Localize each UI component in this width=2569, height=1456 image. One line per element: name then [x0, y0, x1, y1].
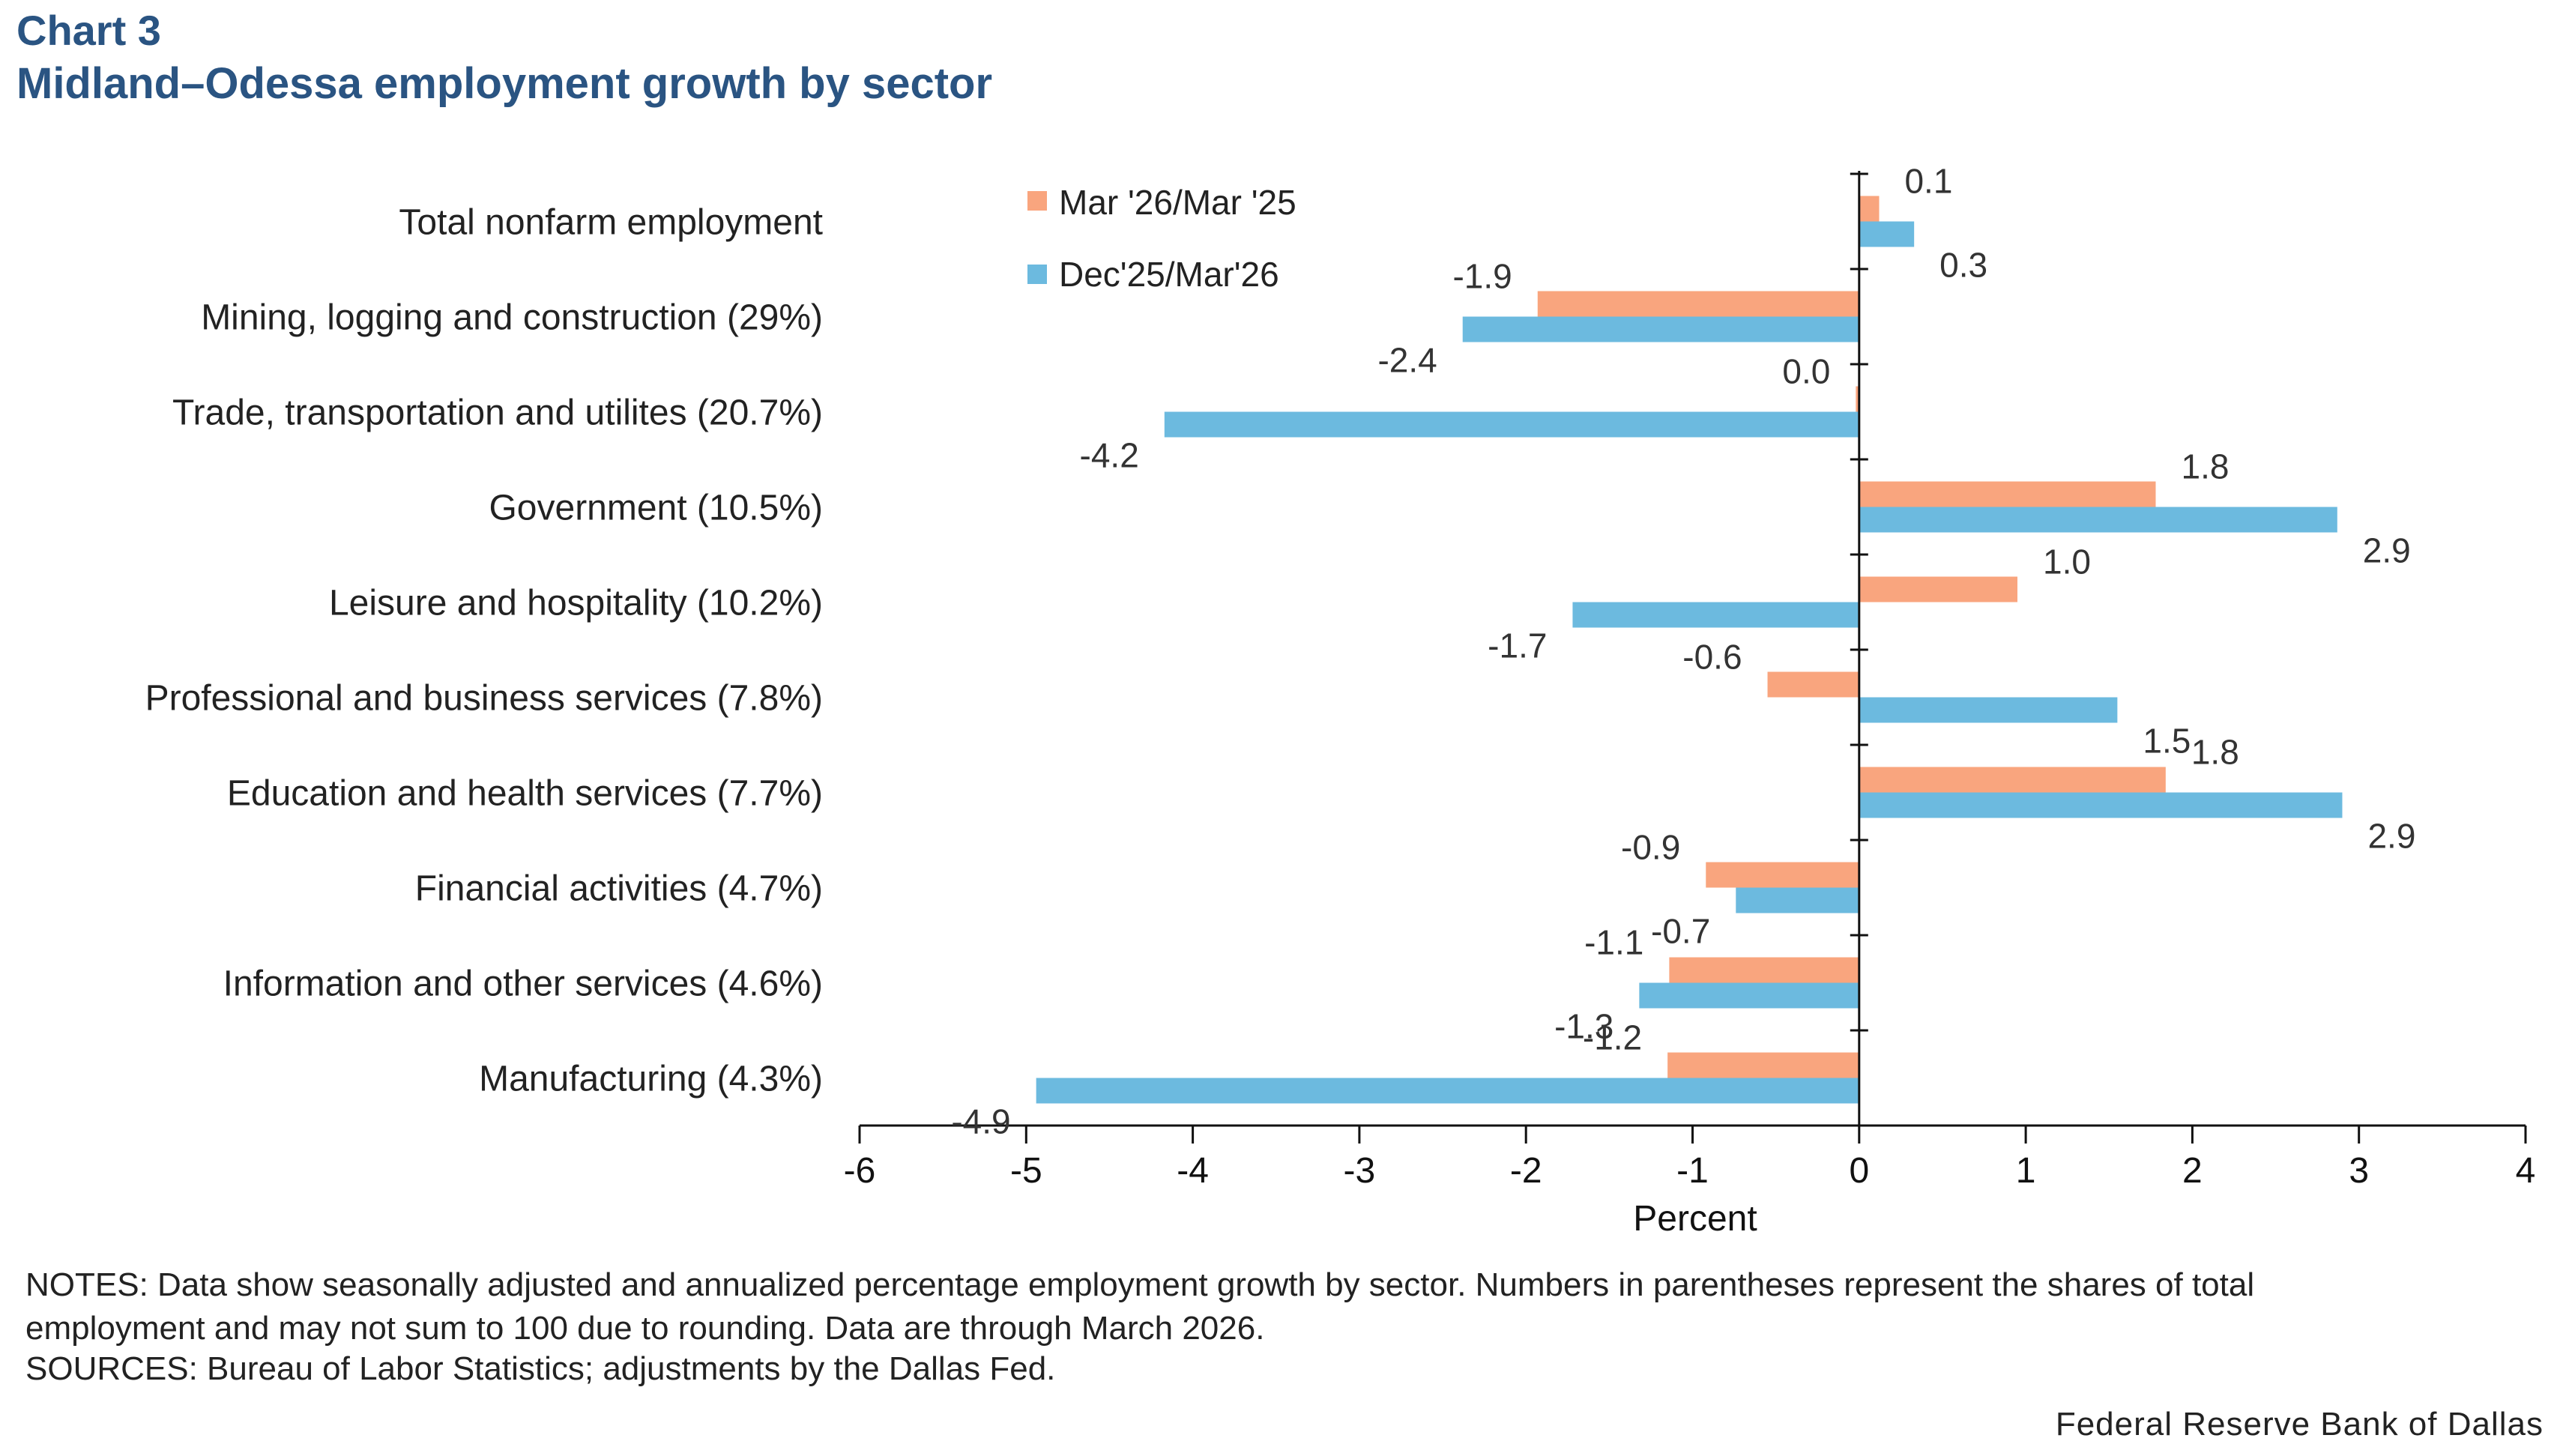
data-label: -0.9 [1621, 828, 1680, 867]
x-tick-label: 2 [2182, 1151, 2203, 1191]
category-label: Financial activities (4.7%) [415, 869, 823, 909]
legend-swatch-mar26-mar25 [1027, 191, 1047, 211]
bar [1036, 1078, 1859, 1104]
bar [1859, 196, 1880, 222]
category-label: Leisure and hospitality (10.2%) [329, 584, 823, 623]
bar [1856, 386, 1859, 412]
x-tick-label: -6 [844, 1151, 876, 1191]
data-label: 0.0 [1782, 352, 1830, 391]
bar [1669, 957, 1859, 983]
x-tick-label: -4 [1177, 1151, 1209, 1191]
chart-number: Chart 3 [16, 7, 161, 54]
legend: Mar '26/Mar '25 Dec'25/Mar'26 [1027, 183, 1296, 294]
data-label: 1.8 [2181, 447, 2229, 486]
notes: NOTES: Data show seasonally adjusted and… [25, 1263, 2566, 1350]
data-label: -1.7 [1488, 626, 1547, 665]
data-label: -1.1 [1584, 923, 1643, 962]
data-label: 2.9 [2367, 817, 2415, 856]
bar [1859, 481, 2156, 507]
x-tick-label: -5 [1010, 1151, 1042, 1191]
bars-group [1036, 196, 2343, 1104]
category-label: Trade, transportation and utilites (20.7… [172, 393, 823, 433]
category-label: Manufacturing (4.3%) [479, 1060, 823, 1099]
category-label: Mining, logging and construction (29%) [201, 298, 823, 338]
bar [1859, 576, 2017, 602]
category-label: Information and other services (4.6%) [223, 964, 823, 1004]
data-label: 0.3 [1939, 246, 1987, 285]
data-label: -1.2 [1583, 1018, 1642, 1057]
bar [1667, 1052, 1859, 1078]
x-tick-label: -3 [1344, 1151, 1376, 1191]
x-tick-label: 4 [2516, 1151, 2536, 1191]
bar [1164, 411, 1859, 438]
credit: Federal Reserve Bank of Dallas [2055, 1406, 2544, 1443]
sources: SOURCES: Bureau of Labor Statistics; adj… [25, 1350, 1056, 1387]
x-tick-label: 1 [2016, 1151, 2036, 1191]
category-label: Professional and business services (7.8%… [145, 679, 823, 719]
category-label: Total nonfarm employment [399, 203, 823, 243]
chart-title: Midland–Odessa employment growth by sect… [16, 59, 993, 108]
legend-label-mar26-mar25: Mar '26/Mar '25 [1059, 183, 1296, 222]
x-axis-title: Percent [1633, 1199, 1757, 1239]
data-label: -1.9 [1452, 257, 1512, 296]
data-label: -0.6 [1682, 638, 1742, 677]
bar [1537, 291, 1859, 317]
axes-group: -6 -5 -4 -3 -2 -1 0 1 2 3 4 [844, 171, 2536, 1191]
bar [1572, 602, 1859, 628]
bar [1639, 982, 1859, 1009]
labels-group: Total nonfarm employment 0.1 0.3 Mining, lo… [145, 162, 2416, 1141]
data-label: -4.2 [1080, 436, 1139, 475]
bar [1859, 697, 2118, 723]
bar [1736, 887, 1859, 913]
legend-label-dec25-mar26: Dec'25/Mar'26 [1059, 255, 1279, 294]
notes-line-1: NOTES: Data show seasonally adjusted and… [25, 1266, 2255, 1303]
data-label: 0.1 [1904, 162, 1952, 201]
category-label: Education and health services (7.7%) [227, 774, 823, 814]
x-tick-label: -1 [1676, 1151, 1709, 1191]
bar [1859, 792, 2343, 818]
bar-chart: -6 -5 -4 -3 -2 -1 0 1 2 3 4 Total nonfarm employme… [145, 162, 2536, 1239]
bar [1859, 221, 1915, 247]
bar [1859, 507, 2337, 533]
bar [1706, 862, 1859, 888]
legend-swatch-dec25-mar26 [1027, 265, 1047, 284]
x-tick-label: 0 [1849, 1151, 1869, 1191]
category-label: Government (10.5%) [489, 489, 823, 528]
bar [1462, 316, 1859, 342]
bar [1859, 767, 2166, 793]
data-label: -2.4 [1377, 341, 1437, 380]
data-label: -0.7 [1651, 912, 1710, 951]
data-label: -1.3 [1554, 1007, 1613, 1046]
data-label: 2.9 [2363, 531, 2411, 570]
x-tick-label: -2 [1510, 1151, 1542, 1191]
bar [1767, 671, 1859, 698]
notes-line-2: employment and may not sum to 100 due to… [25, 1310, 1265, 1347]
data-label: 1.8 [2191, 733, 2239, 772]
data-label: 1.5 [2143, 722, 2191, 761]
data-label: -4.9 [951, 1102, 1010, 1141]
x-tick-label: 3 [2349, 1151, 2369, 1191]
data-label: 1.0 [2043, 543, 2091, 582]
